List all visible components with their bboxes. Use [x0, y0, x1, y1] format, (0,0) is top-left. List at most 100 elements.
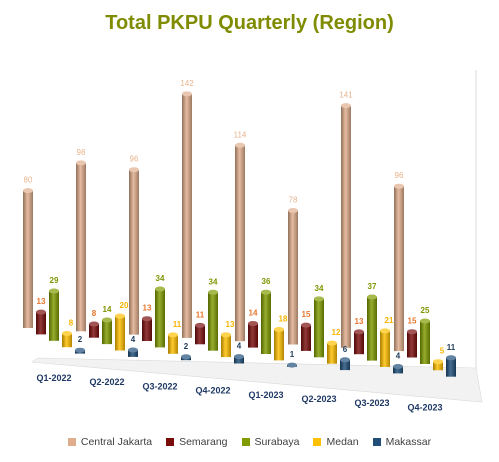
- bar-semarang-q3-2023: [354, 331, 364, 355]
- legend-item: Makassar: [372, 436, 432, 448]
- chart-legend: Central Jakarta Semarang Surabaya Medan Maka…: [0, 436, 499, 448]
- chart-title: Total PKPU Quarterly (Region): [105, 12, 394, 34]
- data-label: 4: [237, 342, 242, 351]
- bar-surabaya-q4-2022: [208, 292, 218, 351]
- bar-cap: [36, 309, 46, 315]
- legend-label: Surabaya: [254, 436, 300, 448]
- bar-medan-q2-2023: [327, 343, 337, 364]
- bar-cap: [181, 354, 191, 360]
- bar-cap: [128, 347, 138, 353]
- bar-cap: [341, 103, 351, 109]
- bar-cap: [314, 296, 324, 302]
- data-label: 29: [50, 276, 59, 285]
- x-tick-label: Q3-2023: [354, 398, 389, 408]
- bar-cap: [261, 289, 271, 295]
- bar-cap: [76, 160, 86, 166]
- x-tick-label: Q2-2022: [89, 377, 124, 387]
- data-label: 25: [421, 306, 430, 315]
- data-label: 21: [385, 316, 394, 325]
- legend-label: Central Jakarta: [80, 436, 153, 448]
- data-label: 13: [355, 317, 364, 326]
- x-tick-label: Q1-2023: [248, 390, 283, 400]
- bar-semarang-q1-2023: [248, 323, 258, 348]
- bar-cap: [248, 321, 258, 326]
- bar-cap: [49, 288, 59, 294]
- legend-swatch: [67, 438, 76, 446]
- bar-cap: [380, 328, 390, 334]
- bar-surabaya-q3-2023: [367, 297, 377, 361]
- bar-medan-q4-2022: [221, 334, 231, 358]
- bar-medan-q1-2023: [274, 329, 284, 361]
- x-tick-label: Q4-2023: [407, 402, 442, 412]
- data-label: 18: [279, 315, 288, 324]
- bar-central-jakarta-q3-2022: [129, 169, 139, 335]
- bar-surabaya-q2-2022: [102, 320, 112, 345]
- legend-item: Central Jakarta: [67, 436, 153, 448]
- bar-cap: [393, 364, 403, 369]
- data-label: 114: [234, 130, 247, 139]
- chart-floor: [31, 357, 483, 403]
- legend-swatch: [372, 438, 381, 446]
- bar-cap: [340, 357, 350, 363]
- bar-medan-q1-2022: [62, 333, 72, 348]
- bar-cap: [221, 332, 231, 338]
- data-label: 12: [332, 328, 341, 337]
- data-label: 34: [156, 274, 165, 283]
- bar-makassar-q3-2023: [393, 366, 403, 374]
- bar-cap: [168, 332, 178, 338]
- bar-cap: [195, 322, 205, 328]
- data-label: 6: [343, 345, 348, 354]
- bar-semarang-q1-2022: [36, 312, 46, 335]
- bar-cap: [367, 294, 377, 300]
- bar-surabaya-q1-2023: [261, 292, 271, 354]
- data-label: 80: [24, 176, 33, 185]
- x-axis-tick-labels: Q1-2022 Q2-2022 Q3-2022 Q4-2022 Q1-2023 Q2-20…: [36, 373, 442, 412]
- bar-cap: [327, 340, 337, 346]
- bar-cap: [407, 329, 417, 335]
- data-label: 36: [262, 277, 271, 286]
- data-label: 13: [226, 320, 235, 329]
- legend-label: Semarang: [179, 436, 228, 448]
- legend-label: Medan: [326, 436, 359, 448]
- legend-swatch: [241, 438, 250, 446]
- bar-semarang-q2-2022: [89, 324, 99, 338]
- data-label: 14: [249, 309, 258, 318]
- bar-cap: [433, 359, 443, 365]
- legend-label: Makassar: [385, 436, 432, 448]
- bar-cap: [354, 329, 364, 335]
- bar-cap: [155, 286, 165, 292]
- data-label: 15: [408, 317, 417, 326]
- bar-cap: [89, 321, 99, 327]
- data-label: 96: [395, 171, 404, 180]
- bar-cap: [102, 317, 112, 323]
- bar-cap: [208, 289, 218, 295]
- bar-surabaya-q4-2023: [420, 321, 430, 364]
- bar-makassar-q2-2023: [340, 359, 350, 371]
- bar-cap: [420, 318, 430, 324]
- data-label: 2: [78, 335, 83, 344]
- bar-cap: [446, 355, 456, 361]
- data-label: 20: [120, 301, 129, 310]
- bar-central-jakarta-q4-2022: [182, 93, 192, 338]
- bar-makassar-q2-2022: [128, 350, 138, 357]
- data-label: 96: [130, 155, 139, 164]
- data-label: 15: [302, 310, 311, 319]
- x-tick-label: Q2-2023: [301, 394, 336, 404]
- data-label: 2: [184, 342, 189, 351]
- data-label: 34: [315, 284, 324, 293]
- bar-central-jakarta-q1-2022: [23, 190, 33, 328]
- data-label: 78: [289, 196, 298, 205]
- bar-surabaya-q2-2023: [314, 298, 324, 358]
- data-label: 11: [447, 343, 456, 352]
- data-label: 8: [92, 309, 97, 318]
- bar-makassar-q4-2023: [446, 357, 456, 377]
- bar-semarang-q3-2022: [142, 318, 152, 341]
- bar-medan-q3-2023: [380, 330, 390, 367]
- bar-cap: [234, 354, 244, 360]
- bars-group: [23, 91, 456, 377]
- data-label: 98: [77, 148, 86, 157]
- data-label: 1: [290, 350, 295, 359]
- bar-central-jakarta-q4-2023: [394, 186, 404, 352]
- data-label: 37: [368, 282, 377, 291]
